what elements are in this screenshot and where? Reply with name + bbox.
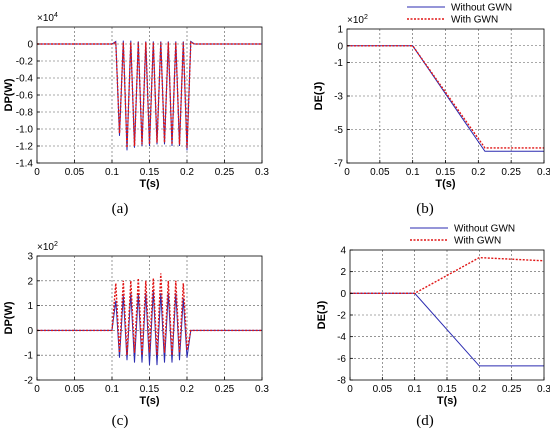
x-tick-label: 0.25 — [501, 167, 521, 178]
x-tick-label: 0.1 — [105, 384, 119, 395]
x-tick-label: 0.3 — [255, 384, 269, 395]
series-line-with-gwn — [37, 41, 262, 148]
x-tick-label: 0.25 — [215, 384, 235, 395]
axis-multiplier: ×102 — [347, 14, 368, 26]
y-tick-label: 0 — [337, 41, 343, 52]
axis-multiplier: ×102 — [37, 241, 58, 253]
chart-panel-d: 0 0.05 0.1 0.15 0.2 0.25 0.3 4 2 0 -2 -4 -6 -8 T(s) DE(… — [316, 224, 550, 430]
y-tick-label: 2 — [340, 267, 346, 278]
legend-label-without-gwn: Without GWN — [454, 224, 515, 235]
y-axis-label: DP(W) — [3, 301, 15, 334]
x-tick-label: 0.1 — [406, 167, 420, 178]
y-tick-label: -1 — [334, 58, 343, 69]
y-tick-label: -2 — [337, 311, 346, 322]
y-tick-label: -0.6 — [16, 91, 34, 102]
y-tick-label: -7 — [334, 159, 343, 170]
panel-caption: (d) — [416, 413, 434, 429]
x-tick-label: 0.15 — [436, 167, 456, 178]
x-tick-label: 0.3 — [537, 384, 550, 395]
panel-caption: (c) — [112, 413, 129, 429]
chart-panel-c: 0 0.05 0.1 0.15 0.2 0.25 0.3 3 2 1 0 -1 -2 T(s) DP(W) ×… — [3, 241, 269, 429]
panel-caption: (a) — [112, 201, 129, 217]
y-tick-label: -1 — [24, 351, 33, 362]
x-tick-label: 0 — [347, 384, 353, 395]
y-tick-label: 2 — [27, 276, 33, 287]
x-tick-label: 0.05 — [65, 384, 85, 395]
y-tick-label: 3 — [27, 252, 33, 263]
x-axis-label: T(s) — [435, 178, 456, 190]
y-tick-label: -3 — [334, 92, 343, 103]
y-tick-label: -0.2 — [16, 57, 34, 68]
x-tick-label: 0.2 — [472, 384, 486, 395]
x-axis-label: T(s) — [139, 395, 160, 407]
series-line-without-gwn — [37, 40, 262, 151]
x-tick-label: 0.25 — [502, 384, 522, 395]
y-axis-label: DE(J) — [316, 300, 328, 329]
x-tick-label: 0.15 — [140, 384, 160, 395]
series-line-with-gwn — [37, 273, 262, 356]
x-tick-label: 0 — [344, 167, 350, 178]
y-tick-label: -5 — [334, 125, 343, 136]
axis-multiplier: ×104 — [37, 12, 58, 24]
chart-panel-a: 0 0.05 0.1 0.15 0.2 0.25 0.3 0 -0.2 -0.4 -0.6 -0.8 -… — [3, 12, 269, 217]
x-tick-label: 0.15 — [437, 384, 457, 395]
y-axis-label: DP(W) — [3, 78, 15, 111]
y-tick-label: 4 — [340, 246, 346, 257]
y-tick-label: -2 — [24, 376, 33, 387]
x-tick-label: 0.05 — [65, 167, 85, 178]
y-axis-label: DE(J) — [313, 81, 325, 110]
x-tick-label: 0 — [34, 384, 40, 395]
x-tick-label: 0.2 — [180, 384, 194, 395]
legend-label-without-gwn: Without GWN — [451, 3, 512, 14]
x-tick-label: 0 — [34, 167, 40, 178]
series-line-with-gwn — [347, 45, 544, 149]
x-tick-label: 0.25 — [215, 167, 235, 178]
legend-label-with-gwn: With GWN — [454, 236, 501, 247]
y-tick-label: 0 — [27, 326, 33, 337]
series-line-with-gwn — [350, 256, 545, 294]
y-tick-label: -1.4 — [16, 159, 34, 170]
x-tick-label: 0.05 — [370, 167, 390, 178]
x-tick-label: 0.3 — [255, 167, 269, 178]
x-tick-label: 0.05 — [373, 384, 393, 395]
x-axis-label: T(s) — [437, 395, 458, 407]
panel-caption: (b) — [416, 201, 434, 217]
y-tick-label: -0.8 — [16, 108, 34, 119]
y-tick-label: 1 — [27, 301, 33, 312]
y-tick-label: -1.2 — [16, 142, 34, 153]
y-tick-label: -1.0 — [16, 125, 34, 136]
y-tick-label: -6 — [337, 354, 346, 365]
legend-label-with-gwn: With GWN — [451, 15, 498, 26]
chart-panel-b: 0 0.05 0.1 0.15 0.2 0.25 0.3 1 0 -1 -3 -5 -7 T(s) DE(J… — [313, 3, 550, 218]
x-tick-label: 0.1 — [408, 384, 422, 395]
x-axis-label: T(s) — [139, 178, 160, 190]
y-tick-label: 1 — [337, 25, 343, 36]
x-tick-label: 0.3 — [537, 167, 550, 178]
y-tick-label: -4 — [337, 332, 346, 343]
y-tick-label: 0 — [340, 289, 346, 300]
x-tick-label: 0.2 — [180, 167, 194, 178]
x-tick-label: 0.15 — [140, 167, 160, 178]
x-tick-label: 0.2 — [471, 167, 485, 178]
y-tick-label: -8 — [337, 376, 346, 387]
x-tick-label: 0.1 — [105, 167, 119, 178]
y-tick-label: -0.4 — [16, 74, 34, 85]
y-tick-label: 0 — [27, 40, 33, 51]
